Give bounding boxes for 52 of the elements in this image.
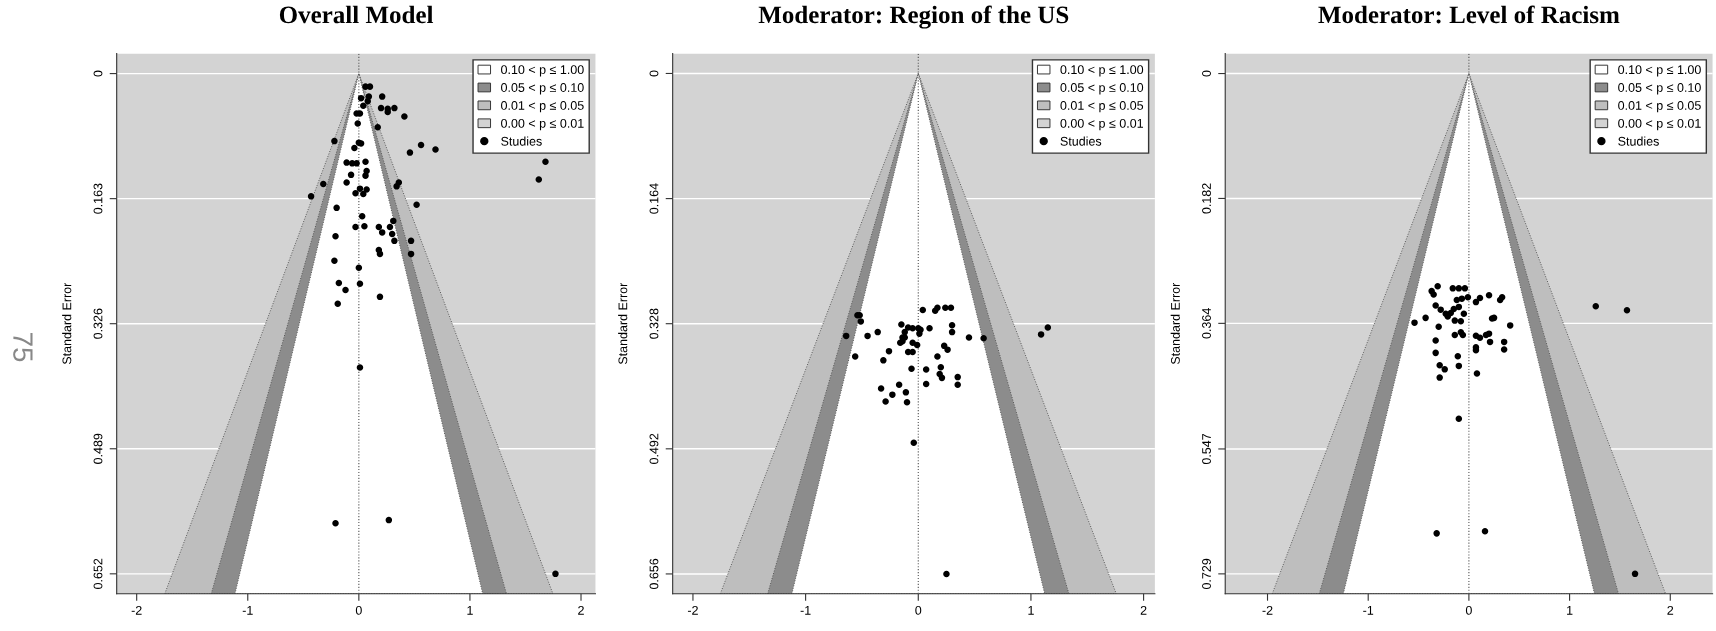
x-tick-label: 0 — [355, 605, 362, 615]
legend-label: 0.10 < p ≤ 1.00 — [1618, 65, 1701, 77]
x-tick-label: 1 — [467, 606, 473, 615]
x-tick-label: -1 — [242, 606, 253, 615]
y-tick-label: 0.492 — [649, 433, 659, 464]
x-tick-label: 2 — [1140, 605, 1147, 615]
legend-label: Studies — [1618, 136, 1659, 146]
legend-label: 0.10 < p ≤ 1.00 — [1060, 65, 1144, 77]
legend-label: 0.10 < p ≤ 1.00 — [501, 65, 584, 77]
text: 75 — [13, 333, 33, 362]
y-tick-label: 0.328 — [649, 308, 659, 339]
legend-label: 0.05 < p ≤ 0.10 — [501, 83, 584, 95]
y-tick-label: 0.182 — [1202, 183, 1211, 214]
y-tick-label: 0.652 — [93, 558, 103, 589]
x-tick-label: 0 — [915, 605, 922, 615]
x-tick-label: -1 — [800, 606, 811, 615]
y-tick-label: 0 — [1202, 70, 1211, 77]
x-tick-label: -1 — [1363, 606, 1374, 615]
x-tick-label: -2 — [1262, 605, 1273, 615]
chart-title: Moderator: Level of Racism — [1318, 5, 1620, 24]
x-tick-label: -2 — [131, 605, 142, 615]
legend-label: 0.05 < p ≤ 0.10 — [1618, 83, 1701, 95]
chart-title: Overall Model — [279, 5, 434, 24]
legend-label: 0.01 < p ≤ 0.05 — [1618, 101, 1701, 113]
y-tick-label: 0.364 — [1202, 308, 1211, 339]
legend-label: 0.00 < p ≤ 0.01 — [1618, 118, 1701, 131]
legend-label: 0.01 < p ≤ 0.05 — [501, 101, 584, 113]
legend-label: Studies — [501, 136, 542, 146]
y-tick-label: 0.547 — [1202, 433, 1211, 465]
x-tick-label: 2 — [1667, 605, 1674, 615]
x-tick-label: 2 — [578, 605, 584, 615]
y-tick-label: 0.489 — [93, 433, 103, 464]
x-tick-label: 1 — [1567, 606, 1573, 615]
legend-label: 0.05 < p ≤ 0.10 — [1060, 83, 1144, 95]
legend-label: 0.00 < p ≤ 0.01 — [501, 118, 584, 131]
legend-label: 0.00 < p ≤ 0.01 — [1060, 118, 1144, 131]
y-tick-label: 0.729 — [1202, 558, 1211, 590]
y-tick-label: 0.164 — [649, 183, 659, 214]
x-tick-label: 1 — [1028, 606, 1034, 615]
y-tick-label: 0.326 — [93, 308, 103, 339]
y-axis-title: Standard Error — [1170, 282, 1180, 365]
y-axis-title: Standard Error — [62, 282, 72, 365]
legend-label: 0.01 < p ≤ 0.05 — [1060, 101, 1144, 113]
y-axis-title: Standard Error — [618, 282, 628, 365]
y-tick-label: 0 — [93, 70, 103, 77]
x-tick-label: 0 — [1465, 605, 1472, 615]
x-tick-label: -2 — [687, 605, 698, 615]
y-tick-label: 0 — [649, 70, 659, 77]
y-tick-label: 0.163 — [93, 183, 103, 214]
y-tick-label: 0.656 — [649, 558, 659, 590]
legend-label: Studies — [1060, 136, 1102, 146]
chart-title: Moderator: Region of the US — [758, 5, 1069, 29]
